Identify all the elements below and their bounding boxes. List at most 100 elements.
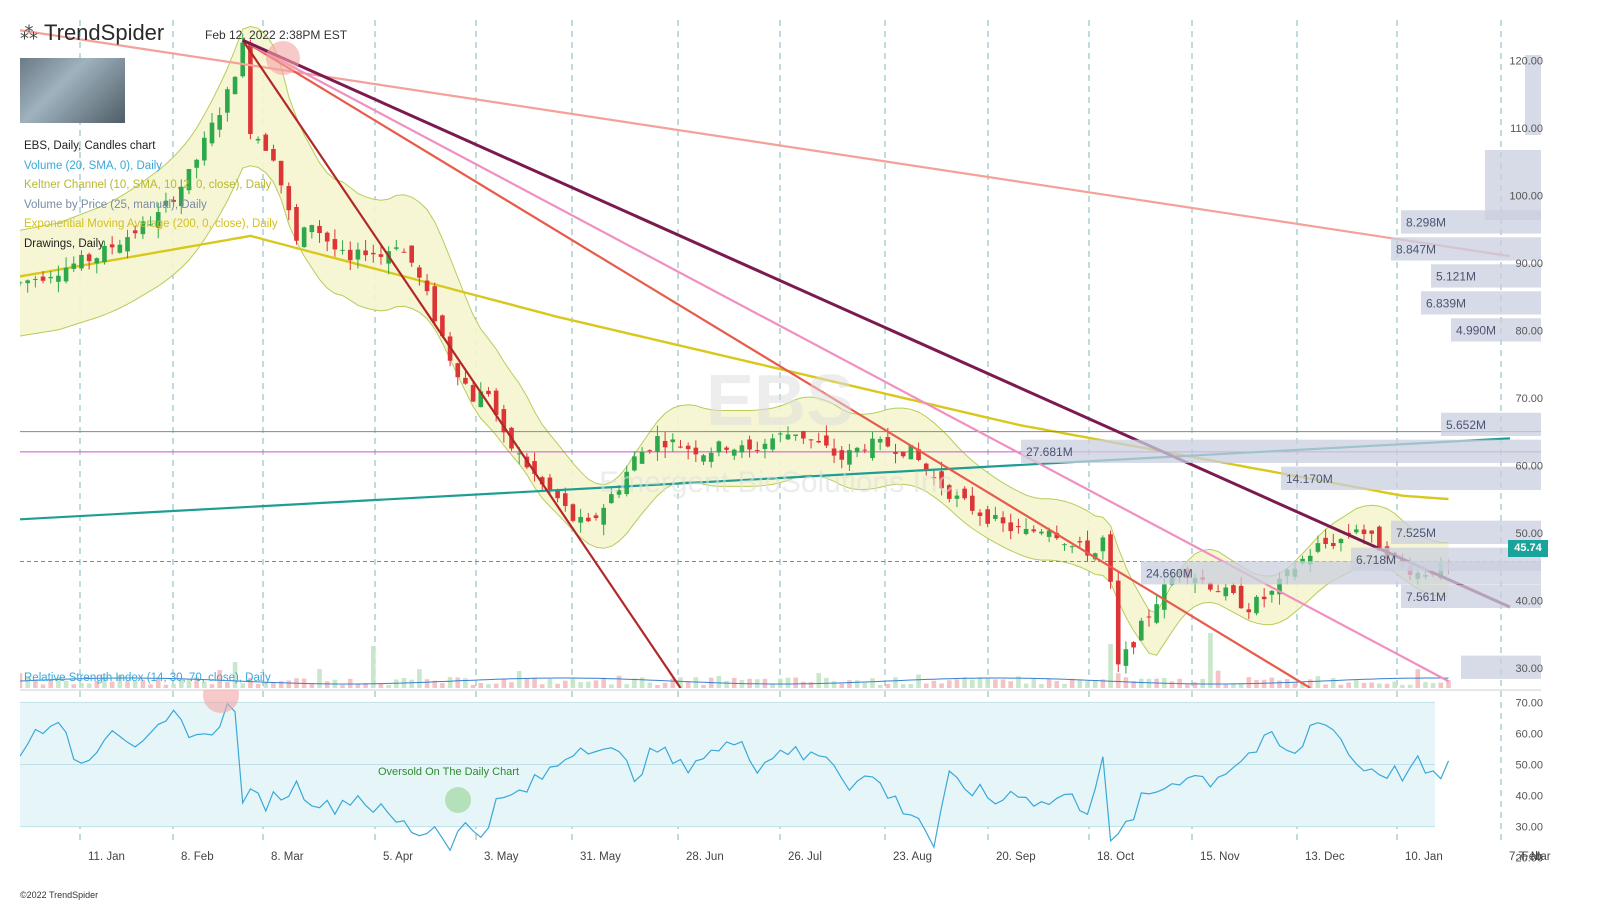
candle-body <box>232 76 238 95</box>
volume-bar <box>908 684 914 688</box>
rsi-title[interactable]: Relative Strength Index (14, 30, 70, clo… <box>24 672 271 684</box>
candle-body <box>278 160 284 186</box>
volume-bar <box>724 680 729 688</box>
candle-body <box>1123 649 1129 666</box>
candle-body <box>778 433 783 435</box>
volume-bar <box>1338 684 1344 688</box>
volume-bar <box>962 677 967 688</box>
rsi-axis: 70.00 60.00 50.00 40.00 30.00 20.00 <box>1515 697 1543 864</box>
candle-body <box>102 245 107 263</box>
price-tick-label: 120.00 <box>1509 55 1543 67</box>
volume-bar <box>931 680 937 688</box>
volume-bar <box>463 678 468 688</box>
candle-body <box>432 286 438 322</box>
legend-item-volume[interactable]: Volume (20, SMA, 0), Daily <box>24 159 163 172</box>
volume-bar <box>524 678 530 688</box>
volume-bar <box>355 683 361 688</box>
rsi-tick-label: 60.00 <box>1515 728 1543 740</box>
price-tick-label: 70.00 <box>1515 393 1543 405</box>
legend-item-keltner[interactable]: Keltner Channel (10, SMA, 10, 2, 0, clos… <box>24 179 272 191</box>
volume-bar <box>1231 684 1236 688</box>
volume-bar <box>685 681 691 688</box>
volume-bar <box>1300 682 1305 688</box>
volume-bar <box>785 677 791 688</box>
candle-body <box>555 490 560 499</box>
volume-bar <box>363 683 368 688</box>
candle-body <box>202 137 207 161</box>
volume-bar <box>1254 680 1259 688</box>
x-tick-label: 13. Dec <box>1305 851 1345 863</box>
candle-body <box>109 244 115 248</box>
volume-bar <box>1039 684 1044 688</box>
candle-body <box>209 122 215 144</box>
vbp-label: 6.718M <box>1356 553 1396 567</box>
candle-body <box>716 441 722 453</box>
candle-body <box>1277 578 1282 595</box>
volume-bar <box>417 669 422 688</box>
price-tick-label: 60.00 <box>1515 460 1543 472</box>
vbp-label: 6.839M <box>1426 296 1466 310</box>
legend-item-candles[interactable]: EBS, Daily, Candles chart <box>24 140 156 152</box>
candle-body <box>1023 528 1029 535</box>
volume-bar <box>232 662 238 688</box>
candle-body <box>1338 539 1344 544</box>
candle-body <box>678 446 683 448</box>
candle-body <box>1238 585 1244 609</box>
price-tick-label: 40.00 <box>1515 595 1543 607</box>
candle-body <box>63 267 69 282</box>
volume-bar <box>509 682 514 688</box>
candle-body <box>40 276 46 281</box>
volume-bar <box>793 677 798 688</box>
candle-body <box>1323 537 1328 544</box>
candle-body <box>931 477 937 479</box>
legend-item-vbp[interactable]: Volume by Price (25, manual), Daily <box>24 198 207 211</box>
candle-body <box>923 463 929 471</box>
candle-body <box>708 452 714 462</box>
candle-body <box>148 224 153 226</box>
volume-bar <box>1238 684 1244 688</box>
x-tick-label: 8. Mar <box>271 851 304 863</box>
candle-body <box>286 186 292 211</box>
vbp-bar <box>1525 55 1541 135</box>
volume-bar <box>1261 679 1267 688</box>
rsi-tick-label: 70.00 <box>1515 697 1543 709</box>
volume-bar <box>1430 683 1436 688</box>
trendline <box>242 38 1511 609</box>
candle-body <box>1377 526 1382 551</box>
volume-bar <box>117 675 123 688</box>
candle-body <box>562 493 568 506</box>
candle-body <box>1307 555 1313 565</box>
candle-body <box>1223 587 1229 597</box>
volume-bar <box>1046 678 1052 688</box>
candle-body <box>478 391 484 408</box>
volume-bar <box>624 684 630 688</box>
volume-bar <box>40 684 46 688</box>
rsi-tick-label: 20.00 <box>1515 853 1543 865</box>
candle-body <box>1154 604 1159 623</box>
candle-body <box>217 115 222 130</box>
volume-bar <box>862 682 868 688</box>
candle-body <box>1077 541 1083 543</box>
volume-bar <box>532 677 537 688</box>
volume-bar <box>225 681 230 688</box>
volume-bar <box>309 683 315 688</box>
legend-item-ema[interactable]: Exponential Moving Average (200, 0, clos… <box>24 218 278 230</box>
candle-body <box>754 450 760 452</box>
candle-body <box>862 449 868 451</box>
candle-body <box>762 443 768 449</box>
brand: ⁂ TrendSpider <box>20 20 164 46</box>
volume-bar <box>1031 677 1037 688</box>
vbp-bar <box>1441 412 1541 436</box>
volume-bar <box>33 679 38 688</box>
volume-bar <box>278 681 284 688</box>
candle-body <box>946 485 952 499</box>
candle-body <box>632 456 637 471</box>
volume-bar <box>56 677 61 688</box>
legend-item-drawings[interactable]: Drawings, Daily <box>24 237 104 250</box>
volume-bar <box>555 683 560 688</box>
candle-body <box>908 445 914 460</box>
volume-bar <box>1384 683 1390 688</box>
candle-body <box>317 225 322 234</box>
